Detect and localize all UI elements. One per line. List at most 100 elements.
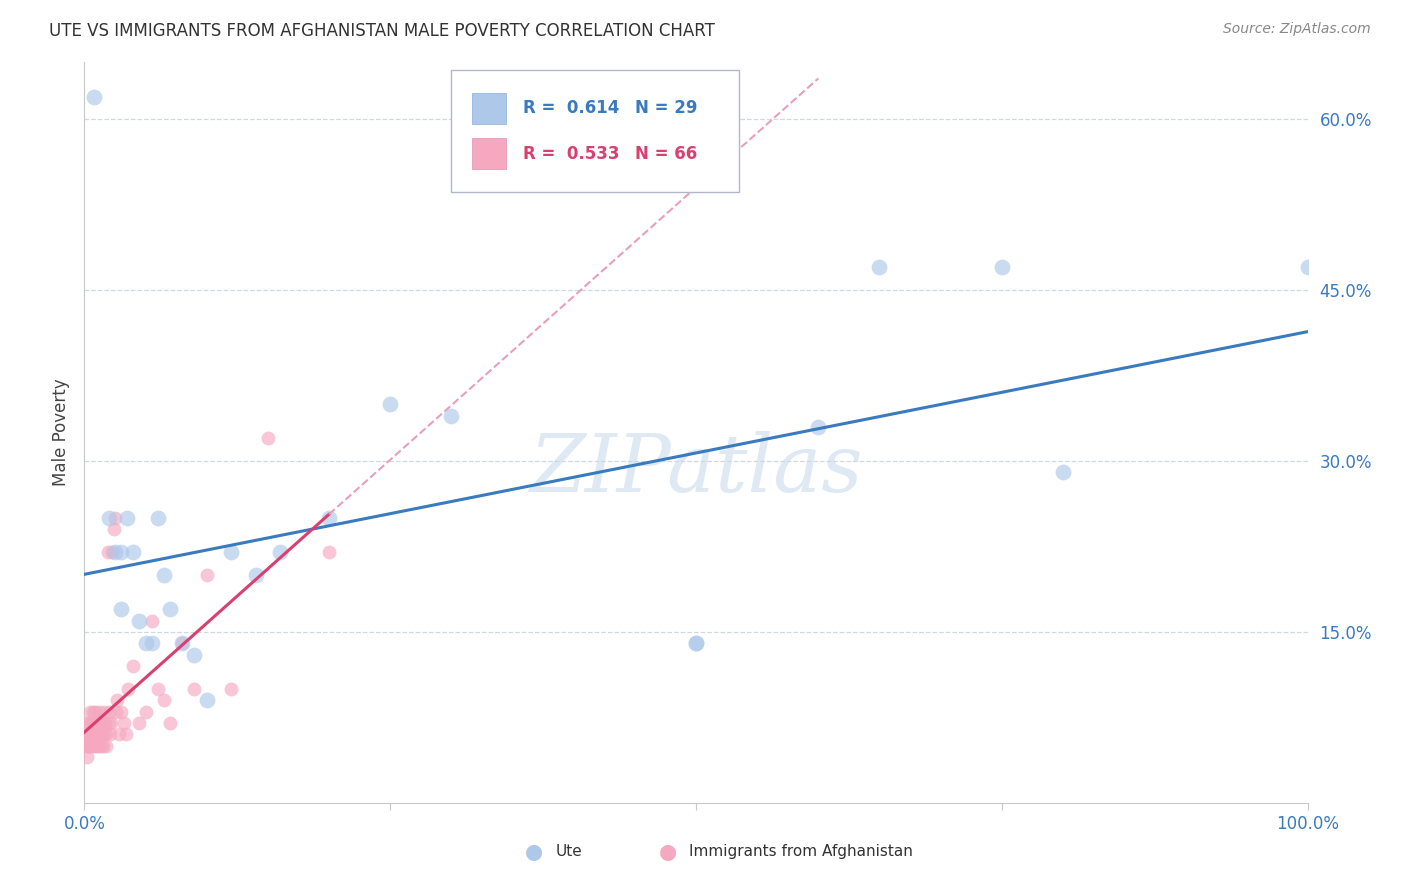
Text: ●: ● [526, 842, 543, 862]
Text: ZIPatlas: ZIPatlas [529, 431, 863, 508]
Point [91, 716, 114, 731]
Point [318, 511, 340, 525]
Point [80, 739, 103, 753]
Point [90, 727, 112, 741]
Point [153, 693, 176, 707]
Point [91, 739, 114, 753]
Point [93, 727, 115, 741]
Point [82, 705, 104, 719]
Point [83, 727, 105, 741]
Point [89, 727, 111, 741]
Point [159, 716, 181, 731]
Point [90, 739, 112, 753]
FancyBboxPatch shape [472, 138, 506, 169]
Point [110, 705, 132, 719]
Y-axis label: Male Poverty: Male Poverty [52, 379, 70, 486]
Point [86, 716, 108, 731]
Point [83, 89, 105, 103]
Point [380, 397, 402, 411]
Point [77, 739, 100, 753]
Point [195, 568, 218, 582]
Text: R =  0.614: R = 0.614 [523, 99, 620, 118]
Point [146, 511, 169, 525]
Point [1296, 260, 1319, 275]
Point [257, 431, 280, 445]
Point [76, 750, 98, 764]
Point [97, 716, 120, 731]
Point [269, 545, 291, 559]
FancyBboxPatch shape [451, 70, 738, 192]
Point [685, 636, 707, 650]
Point [84, 716, 107, 731]
Point [122, 659, 145, 673]
Point [318, 545, 340, 559]
Text: Immigrants from Afghanistan: Immigrants from Afghanistan [689, 845, 912, 859]
Point [112, 716, 135, 731]
Point [991, 260, 1014, 275]
Point [83, 739, 105, 753]
Point [1052, 466, 1074, 480]
Point [96, 727, 118, 741]
Point [104, 511, 127, 525]
Point [79, 705, 101, 719]
Point [104, 545, 127, 559]
Point [141, 614, 163, 628]
Point [807, 420, 830, 434]
Text: Ute: Ute [555, 845, 582, 859]
Point [105, 705, 128, 719]
Point [105, 693, 128, 707]
Point [172, 636, 194, 650]
Point [159, 602, 181, 616]
Text: UTE VS IMMIGRANTS FROM AFGHANISTAN MALE POVERTY CORRELATION CHART: UTE VS IMMIGRANTS FROM AFGHANISTAN MALE … [49, 22, 716, 40]
Point [94, 716, 117, 731]
Point [87, 716, 110, 731]
Point [79, 727, 101, 741]
Point [128, 716, 150, 731]
Point [245, 568, 267, 582]
Point [219, 545, 242, 559]
Point [146, 681, 169, 696]
Point [87, 739, 110, 753]
Text: R =  0.533: R = 0.533 [523, 145, 620, 162]
Point [869, 260, 891, 275]
Point [97, 511, 120, 525]
Point [117, 681, 139, 696]
Point [141, 636, 163, 650]
Point [100, 716, 122, 731]
Point [110, 602, 132, 616]
Point [98, 727, 121, 741]
Point [183, 681, 205, 696]
Point [76, 727, 98, 741]
Point [87, 727, 110, 741]
Point [77, 739, 100, 753]
Point [153, 568, 176, 582]
Point [103, 523, 125, 537]
Point [183, 648, 205, 662]
Point [107, 727, 129, 741]
Point [440, 409, 463, 423]
Point [128, 614, 150, 628]
Point [219, 681, 242, 696]
Point [86, 739, 108, 753]
Point [122, 545, 145, 559]
Point [79, 739, 101, 753]
Point [77, 716, 100, 731]
Point [87, 705, 110, 719]
Point [195, 693, 218, 707]
Point [96, 739, 118, 753]
Point [93, 705, 115, 719]
Point [86, 727, 108, 741]
Point [135, 636, 157, 650]
Point [110, 545, 132, 559]
Text: N = 29: N = 29 [636, 99, 697, 118]
Point [77, 716, 100, 731]
Point [82, 716, 104, 731]
Point [115, 727, 138, 741]
Text: Source: ZipAtlas.com: Source: ZipAtlas.com [1223, 22, 1371, 37]
Point [135, 705, 157, 719]
Point [685, 636, 707, 650]
Point [97, 545, 120, 559]
Point [101, 545, 124, 559]
Point [77, 727, 100, 741]
Point [84, 705, 107, 719]
